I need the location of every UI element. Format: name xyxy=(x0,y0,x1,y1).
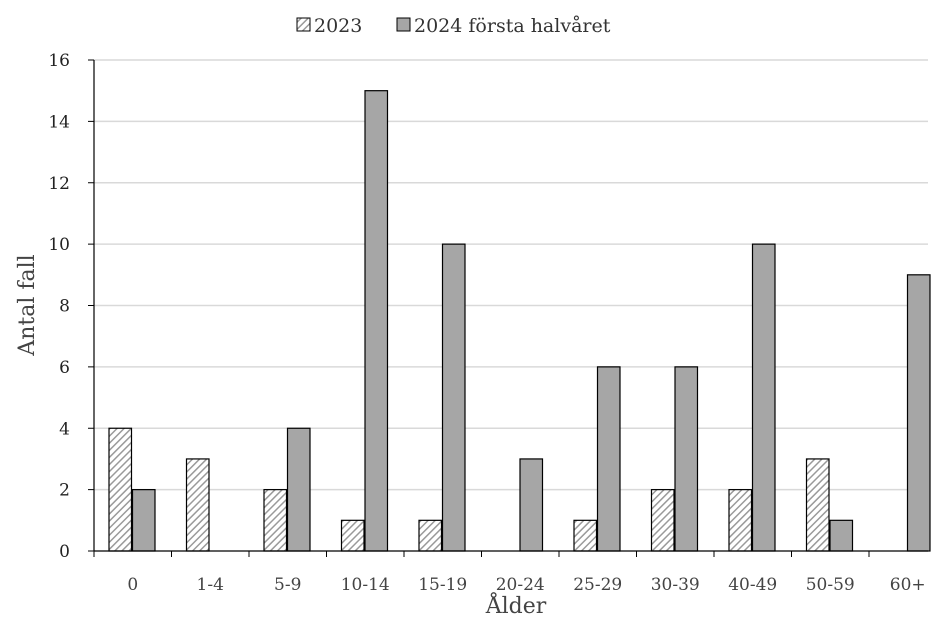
bar-2024 xyxy=(519,458,544,552)
x-tick-label: 25-29 xyxy=(573,575,622,595)
bar-2024 xyxy=(829,519,854,552)
gridlines xyxy=(94,59,928,491)
axes xyxy=(93,60,928,552)
bar-2023 xyxy=(185,458,210,552)
bar-2023 xyxy=(263,489,288,552)
y-tick-label: 0 xyxy=(59,542,70,562)
y-tick-label: 14 xyxy=(48,112,70,132)
x-tick-label: 30-39 xyxy=(651,575,700,595)
y-tick-label: 16 xyxy=(48,51,70,71)
x-tick-label: 20-24 xyxy=(496,575,545,595)
x-tick-label: 60+ xyxy=(890,575,926,595)
bar-2023 xyxy=(805,458,830,552)
bar-2024 xyxy=(906,274,931,552)
bar-2024 xyxy=(364,90,389,552)
y-tick-label: 12 xyxy=(48,174,70,194)
y-axis-ticks: 0 2 4 6 8 10 12 14 16 xyxy=(48,51,94,562)
bar-2024 xyxy=(441,243,466,552)
x-tick-label: 15-19 xyxy=(418,575,467,595)
bar-2023 xyxy=(108,427,133,552)
legend-label-2024: 2024 första halvåret xyxy=(414,15,611,37)
y-tick-label: 10 xyxy=(48,235,70,255)
x-tick-label: 1-4 xyxy=(197,575,224,595)
legend-swatch-2024 xyxy=(396,17,411,32)
x-tick-label: 40-49 xyxy=(728,575,777,595)
legend-swatch-2023 xyxy=(296,17,311,32)
x-tick-label: 50-59 xyxy=(806,575,855,595)
bar-2024 xyxy=(286,427,311,552)
bar-2023 xyxy=(340,519,365,552)
legend-label-2023: 2023 xyxy=(314,15,362,37)
y-tick-label: 2 xyxy=(59,481,70,501)
bar-2023 xyxy=(418,519,443,552)
x-tick-label: 5-9 xyxy=(274,575,301,595)
x-tick-label: 10-14 xyxy=(341,575,390,595)
bars xyxy=(108,90,931,552)
y-tick-label: 4 xyxy=(59,419,70,439)
bar-2024 xyxy=(751,243,776,552)
legend: 2023 2024 första halvåret xyxy=(296,15,611,37)
bar-2024 xyxy=(131,489,156,552)
bar-2024 xyxy=(596,366,621,552)
y-tick-label: 8 xyxy=(59,297,70,317)
x-axis-ticks: 0 1-4 5-9 10-14 15-19 20-24 25-29 30-39 40-49 50-… xyxy=(93,551,926,595)
x-axis-title: Ålder xyxy=(485,591,547,619)
bar-2023 xyxy=(728,489,753,552)
bar-2023 xyxy=(650,489,675,552)
bar-2023 xyxy=(573,519,598,552)
bar-2024 xyxy=(674,366,699,552)
y-tick-label: 6 xyxy=(59,358,70,378)
y-axis-title: Antal fall xyxy=(15,254,40,356)
x-tick-label: 0 xyxy=(127,575,138,595)
